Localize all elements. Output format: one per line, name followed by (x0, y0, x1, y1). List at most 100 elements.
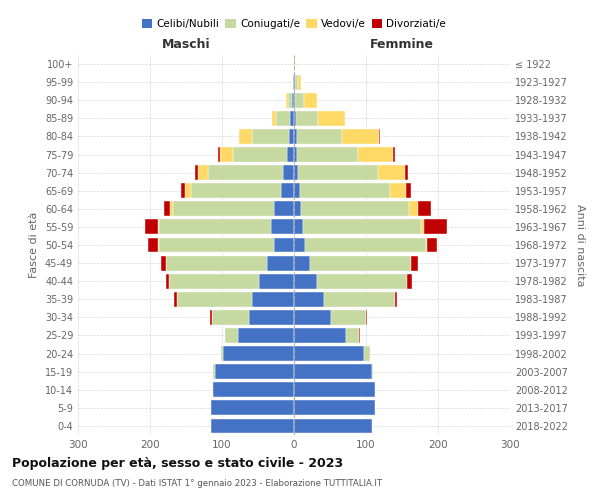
Bar (426, 238, 427, 252)
Bar (239, 129, 251, 144)
Bar (252, 292, 294, 306)
Bar (301, 202, 409, 216)
Bar (185, 184, 191, 198)
Bar (272, 111, 276, 126)
Bar (294, 220, 302, 234)
Bar (421, 220, 424, 234)
Bar (158, 238, 274, 252)
Bar (294, 382, 374, 397)
Bar (215, 364, 294, 379)
Bar (250, 310, 294, 325)
Bar (294, 310, 331, 325)
Bar (208, 165, 283, 180)
Bar (406, 184, 410, 198)
Bar (169, 274, 259, 288)
Bar (390, 184, 406, 198)
Bar (294, 346, 364, 361)
Bar (295, 93, 304, 108)
Bar (294, 418, 372, 434)
Bar (304, 93, 317, 108)
Bar (271, 220, 294, 234)
Bar (176, 292, 252, 306)
Bar (145, 220, 158, 234)
Bar (294, 400, 374, 415)
Bar (238, 328, 294, 343)
Bar (166, 274, 169, 288)
Bar (283, 165, 294, 180)
Bar (294, 328, 346, 343)
Bar (287, 147, 294, 162)
Bar (294, 56, 295, 72)
Bar (294, 274, 317, 288)
Y-axis label: Anni di nascita: Anni di nascita (575, 204, 584, 286)
Bar (294, 165, 298, 180)
Bar (294, 364, 372, 379)
Text: COMUNE DI CORNUDA (TV) - Dati ISTAT 1° gennaio 2023 - Elaborazione TUTTITALIA.IT: COMUNE DI CORNUDA (TV) - Dati ISTAT 1° g… (12, 479, 382, 488)
Bar (211, 400, 294, 415)
Bar (251, 129, 289, 144)
Bar (221, 346, 223, 361)
Bar (331, 310, 366, 325)
Bar (161, 256, 166, 270)
Bar (175, 292, 176, 306)
Bar (290, 111, 294, 126)
Bar (302, 220, 421, 234)
Bar (294, 147, 297, 162)
Bar (294, 238, 305, 252)
Bar (170, 202, 173, 216)
Bar (296, 111, 318, 126)
Bar (412, 256, 418, 270)
Bar (289, 129, 294, 144)
Bar (288, 93, 292, 108)
Bar (197, 165, 208, 180)
Bar (212, 364, 215, 379)
Bar (294, 202, 301, 216)
Bar (297, 147, 358, 162)
Bar (214, 382, 294, 397)
Bar (298, 74, 301, 90)
Bar (294, 256, 310, 270)
Bar (392, 147, 395, 162)
Bar (379, 129, 380, 144)
Bar (297, 129, 341, 144)
Text: Maschi: Maschi (161, 38, 211, 52)
Bar (274, 238, 294, 252)
Bar (158, 220, 160, 234)
Bar (300, 184, 390, 198)
Bar (407, 274, 412, 288)
Bar (372, 364, 373, 379)
Bar (395, 292, 397, 306)
Bar (410, 256, 412, 270)
Bar (317, 274, 407, 288)
Bar (294, 74, 295, 90)
Bar (358, 147, 392, 162)
Bar (266, 256, 294, 270)
Bar (274, 202, 294, 216)
Bar (191, 184, 281, 198)
Bar (164, 202, 170, 216)
Bar (148, 238, 158, 252)
Bar (294, 184, 300, 198)
Bar (220, 147, 233, 162)
Bar (166, 256, 266, 270)
Legend: Celibi/Nubili, Coniugati/e, Vedovi/e, Divorziati/e: Celibi/Nubili, Coniugati/e, Vedovi/e, Di… (137, 14, 451, 33)
Text: Femmine: Femmine (370, 38, 434, 52)
Bar (424, 220, 448, 234)
Bar (292, 93, 294, 108)
Bar (366, 310, 367, 325)
Bar (212, 310, 250, 325)
Bar (294, 93, 295, 108)
Bar (218, 147, 220, 162)
Bar (294, 129, 297, 144)
Bar (295, 74, 298, 90)
Bar (225, 328, 238, 343)
Bar (173, 202, 274, 216)
Bar (259, 274, 294, 288)
Bar (405, 165, 408, 180)
Bar (324, 292, 395, 306)
Bar (418, 202, 431, 216)
Bar (211, 310, 212, 325)
Bar (377, 165, 405, 180)
Bar (298, 165, 377, 180)
Bar (160, 220, 271, 234)
